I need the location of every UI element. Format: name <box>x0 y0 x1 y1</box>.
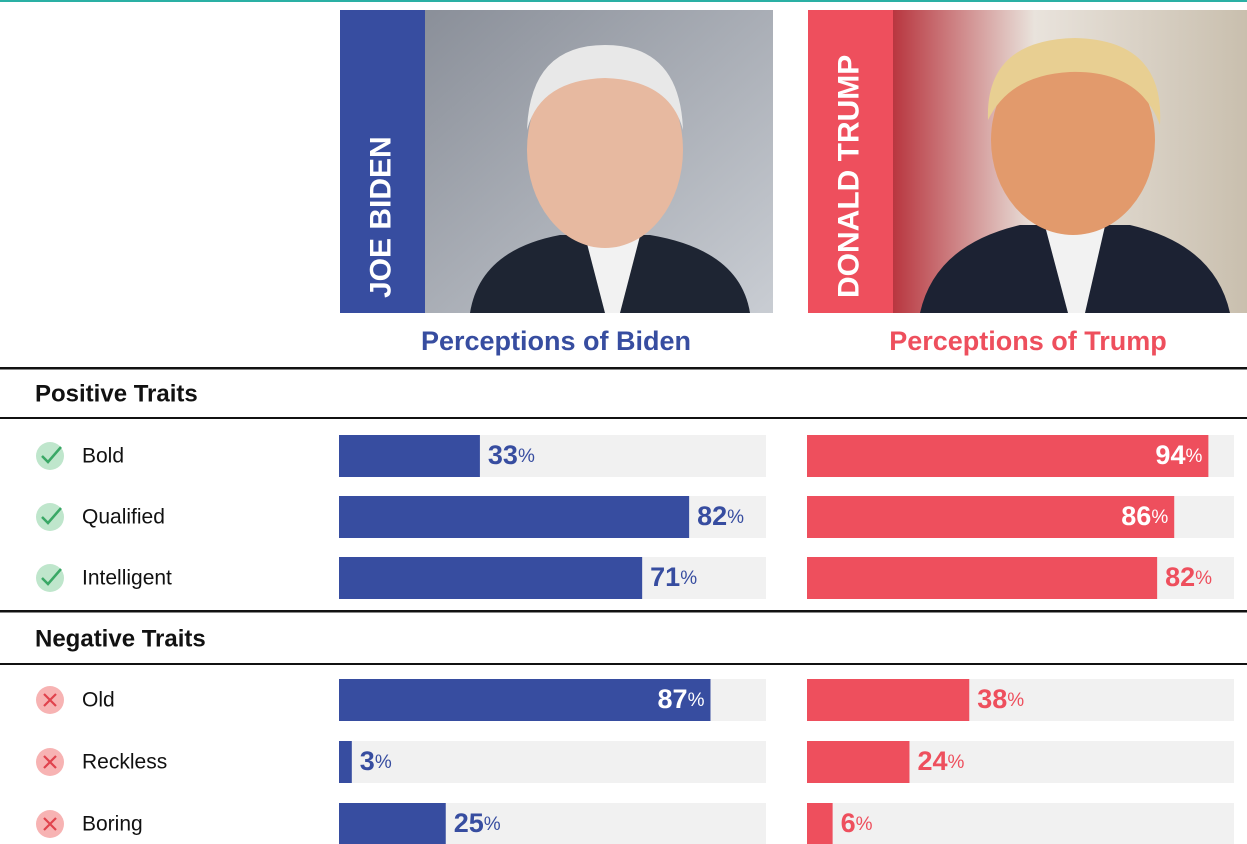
value-unit: % <box>375 752 392 773</box>
cross-icon <box>43 755 57 769</box>
candidate-name: JOE BIDEN <box>364 136 397 298</box>
photo-trump <box>893 10 1247 313</box>
bar <box>339 496 690 538</box>
check-icon <box>41 507 62 525</box>
value-label: 24% <box>917 746 964 776</box>
value-label: 38% <box>977 684 1024 714</box>
value-unit: % <box>518 446 535 467</box>
value-number: 6 <box>841 808 856 838</box>
section-title: Negative Traits <box>35 625 206 652</box>
category-label: Bold <box>82 445 124 468</box>
column-title: Perceptions of Biden <box>421 326 691 356</box>
column-title: Perceptions of Trump <box>889 326 1167 356</box>
candidate-name: DONALD TRUMP <box>832 55 865 298</box>
value-label: 71% <box>650 562 697 592</box>
bar <box>339 679 711 721</box>
value-label: 25% <box>454 808 501 838</box>
value-unit: % <box>856 814 873 835</box>
value-number: 33 <box>488 440 518 470</box>
value-number: 94 <box>1155 440 1185 470</box>
value-label: 86% <box>1121 501 1168 531</box>
value-unit: % <box>1195 568 1212 589</box>
bar-track <box>807 803 1234 844</box>
value-unit: % <box>484 814 501 835</box>
bar <box>807 435 1209 477</box>
value-number: 82 <box>697 501 727 531</box>
divider <box>0 417 1247 419</box>
value-label: 82% <box>697 501 744 531</box>
value-number: 24 <box>917 746 947 776</box>
check-icon <box>36 442 64 470</box>
check-icon <box>36 503 64 531</box>
bar <box>339 435 480 477</box>
value-label: 6% <box>841 808 873 838</box>
check-icon <box>41 568 62 586</box>
name-strip <box>808 10 893 313</box>
bar-track <box>339 741 766 783</box>
divider <box>0 367 1247 370</box>
value-unit: % <box>1007 690 1024 711</box>
bar <box>807 803 833 844</box>
name-strip <box>340 10 425 313</box>
value-label: 3% <box>360 746 392 776</box>
bar <box>339 741 352 783</box>
check-icon <box>36 564 64 592</box>
cross-icon <box>43 817 57 831</box>
value-number: 71 <box>650 562 680 592</box>
value-label: 82% <box>1165 562 1212 592</box>
value-label: 33% <box>488 440 535 470</box>
cross-icon <box>43 693 57 707</box>
value-unit: % <box>1151 507 1168 528</box>
value-number: 25 <box>454 808 484 838</box>
bar <box>807 496 1175 538</box>
bar <box>339 557 643 599</box>
divider <box>0 663 1247 665</box>
category-label: Qualified <box>82 506 165 529</box>
bar <box>339 803 446 844</box>
value-number: 82 <box>1165 562 1195 592</box>
value-unit: % <box>688 690 705 711</box>
value-number: 3 <box>360 746 375 776</box>
check-icon <box>41 446 62 464</box>
category-label: Intelligent <box>82 567 172 590</box>
value-number: 38 <box>977 684 1007 714</box>
value-unit: % <box>680 568 697 589</box>
category-label: Boring <box>82 813 143 836</box>
bar <box>807 741 910 783</box>
category-label: Old <box>82 689 115 712</box>
category-label: Reckless <box>82 751 167 774</box>
value-unit: % <box>1185 446 1202 467</box>
value-number: 87 <box>658 684 688 714</box>
value-label: 94% <box>1155 440 1202 470</box>
bar <box>807 679 970 721</box>
value-number: 86 <box>1121 501 1151 531</box>
top-rule <box>0 0 1247 2</box>
value-label: 87% <box>658 684 705 714</box>
section-title: Positive Traits <box>35 380 198 407</box>
bar <box>807 557 1158 599</box>
value-unit: % <box>727 507 744 528</box>
photo-biden <box>425 10 773 313</box>
value-unit: % <box>948 752 965 773</box>
divider <box>0 610 1247 613</box>
